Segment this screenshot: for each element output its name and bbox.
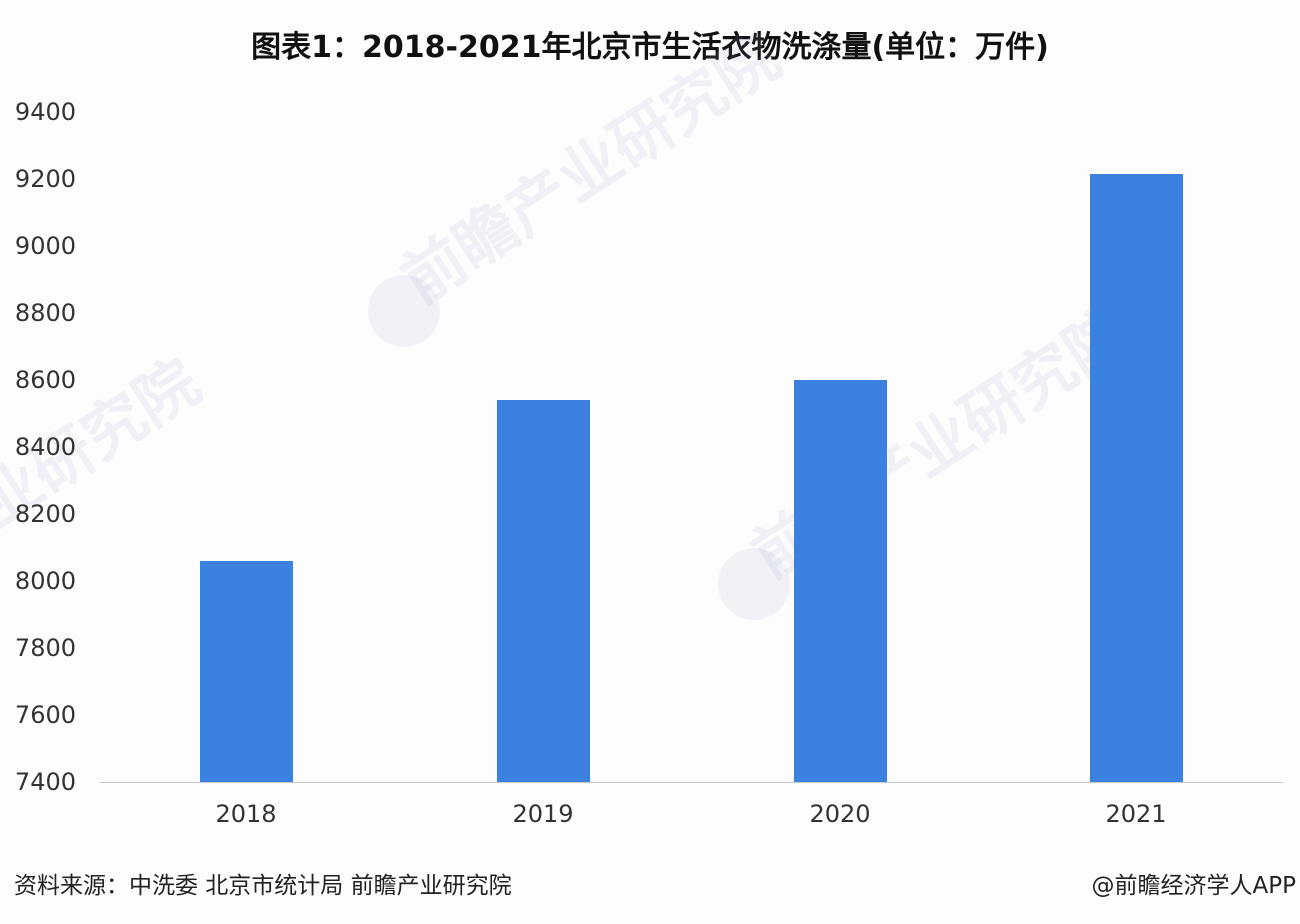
y-tick-label: 8400	[14, 433, 76, 461]
x-tick-label: 2019	[512, 800, 574, 828]
x-tick-label: 2020	[809, 800, 871, 828]
y-tick-label: 8600	[14, 366, 76, 394]
y-tick-label: 7400	[14, 768, 76, 796]
y-tick-label: 9200	[14, 165, 76, 193]
y-tick-label: 7800	[14, 634, 76, 662]
y-tick-label: 9000	[14, 232, 76, 260]
source-note: 资料来源：中洗委 北京市统计局 前瞻产业研究院	[14, 873, 512, 899]
bar-2021	[1089, 173, 1183, 782]
y-tick-label: 8800	[14, 299, 76, 327]
watermark-text: 前瞻产业研究院	[388, 19, 793, 318]
credit-label: @前瞻经济学人APP	[1091, 873, 1296, 899]
bar-2019	[496, 400, 590, 782]
chart-title: 图表1：2018-2021年北京市生活衣物洗涤量(单位：万件)	[251, 30, 1049, 65]
bar-2020	[793, 380, 887, 782]
x-axis-line	[100, 782, 1283, 783]
x-tick-label: 2018	[215, 800, 277, 828]
watermark-logo-icon	[718, 548, 790, 620]
bar-2018	[199, 560, 293, 782]
y-tick-label: 9400	[14, 98, 76, 126]
y-tick-label: 8200	[14, 500, 76, 528]
x-tick-label: 2021	[1105, 800, 1167, 828]
y-tick-label: 7600	[14, 701, 76, 729]
watermark-logo-icon	[368, 275, 440, 347]
y-tick-label: 8000	[14, 567, 76, 595]
